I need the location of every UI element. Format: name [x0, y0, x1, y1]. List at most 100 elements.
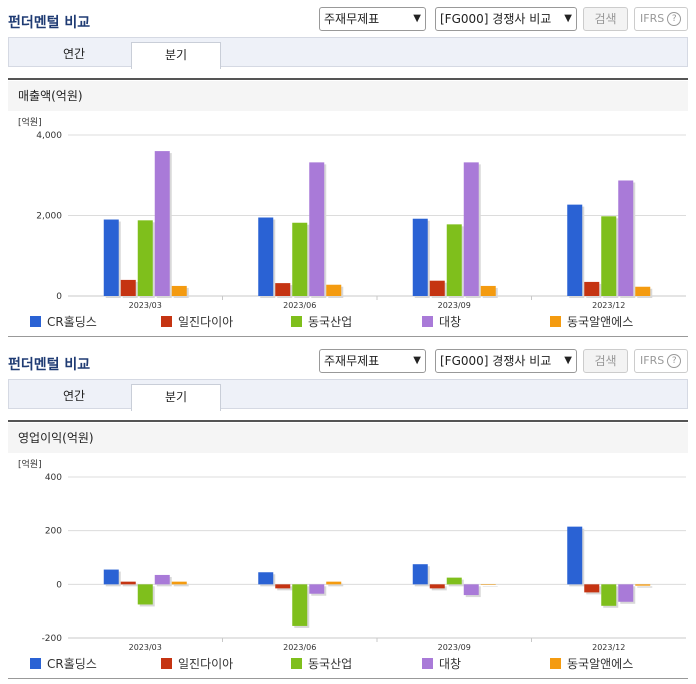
bar-shadow	[328, 583, 344, 587]
unit-label: [억원]	[18, 116, 42, 128]
legend-item-dongkuk-industries[interactable]: 동국산업	[291, 655, 352, 672]
legend-item-daechang[interactable]: 대창	[422, 313, 461, 330]
bar-shadow	[637, 586, 653, 588]
section-divider	[8, 420, 688, 422]
legend-label: 대창	[439, 657, 462, 671]
fundamental-panel-2: 펀더멘털 비교 주재무제표 ▼ [FG000] 경쟁사 비교 ▼ 검색 IFRS…	[8, 342, 688, 684]
bar-dongkuk-industries	[137, 584, 153, 605]
chevron-down-icon: ▼	[413, 355, 421, 366]
operating-profit-chart: [억원] -200 0 200 400 2023/03 2023/06 2023/09 2023…	[18, 458, 686, 652]
legend-label: 동국알앤에스	[567, 657, 634, 671]
chart-subtitle: 영업이익(억원)	[8, 423, 688, 453]
bar-dongkuk-rns	[480, 584, 496, 585]
bar-dongkuk-industries	[446, 224, 462, 296]
y-tick-label: 4,000	[36, 131, 62, 141]
search-button[interactable]: 검색	[583, 349, 628, 373]
legend-swatch	[161, 658, 172, 669]
bar-daechang	[309, 162, 325, 296]
legend-item-cr-holdings[interactable]: CR홀딩스	[30, 655, 97, 672]
legend-item-dongkuk-industries[interactable]: 동국산업	[291, 313, 352, 330]
legend-label: 대창	[439, 315, 462, 329]
legend-swatch	[550, 658, 561, 669]
bar-cr-holdings	[412, 564, 428, 585]
legend-swatch	[30, 658, 41, 669]
chevron-down-icon: ▼	[564, 355, 572, 366]
legend-label: 동국산업	[308, 315, 353, 329]
legend-swatch	[30, 316, 41, 327]
bar-daechang	[618, 584, 634, 602]
bar-daechang	[618, 180, 634, 296]
panel-title: 펀더멘털 비교	[8, 15, 91, 31]
x-tick-label: 2023/12	[592, 301, 625, 310]
unit-label: [억원]	[18, 458, 42, 470]
legend-item-dongkuk-rns[interactable]: 동국알앤에스	[550, 313, 633, 330]
help-icon: ?	[667, 12, 682, 26]
bar-dongkuk-industries	[446, 577, 462, 585]
bar-dongkuk-rns	[326, 284, 342, 296]
chart-subtitle: 매출액(억원)	[8, 81, 688, 111]
bar-shadow	[122, 583, 138, 587]
bar-dongkuk-industries	[137, 220, 153, 296]
bar-cr-holdings	[103, 569, 119, 585]
bar-daechang	[309, 584, 325, 594]
ifrs-help-button[interactable]: IFRS?	[634, 7, 688, 31]
bar-cr-holdings	[103, 219, 119, 296]
legend-label: 일진다이아	[178, 657, 234, 671]
bar-iljin-diamond	[275, 584, 291, 589]
help-icon: ?	[667, 354, 682, 368]
bar-shadow	[173, 583, 189, 587]
revenue-chart: [억원] 0 2,000 4,000 2023/03 2023/06 2023/09 2023…	[18, 116, 686, 310]
panel-title: 펀더멘털 비교	[8, 357, 91, 373]
y-tick-label: 0	[56, 292, 62, 302]
chart-legend: CR홀딩스 일진다이아 동국산업 대창 동국알앤에스	[30, 313, 690, 329]
bar-cr-holdings	[567, 204, 583, 296]
ifrs-label: IFRS	[640, 12, 665, 25]
y-tick-label: -200	[42, 634, 63, 644]
bar-iljin-diamond	[584, 281, 600, 296]
legend-label: CR홀딩스	[47, 315, 97, 329]
bar-dongkuk-rns	[171, 285, 187, 296]
bar-iljin-diamond	[584, 584, 600, 593]
comparison-select[interactable]: [FG000] 경쟁사 비교 ▼	[435, 7, 577, 31]
legend-item-dongkuk-rns[interactable]: 동국알앤에스	[550, 655, 633, 672]
tab-annual[interactable]: 연간	[62, 389, 86, 403]
bar-iljin-diamond	[429, 584, 445, 589]
period-tabs: 연간 분기	[8, 379, 688, 411]
bar-dongkuk-rns	[635, 286, 651, 296]
tab-annual[interactable]: 연간	[62, 47, 86, 61]
y-tick-label: 2,000	[36, 212, 62, 222]
y-tick-label: 0	[56, 580, 62, 590]
bar-daechang	[154, 574, 170, 585]
x-tick-label: 2023/06	[283, 643, 316, 652]
legend-swatch	[422, 316, 433, 327]
panel-bottom-rule	[8, 336, 688, 337]
legend-swatch	[291, 658, 302, 669]
tab-quarterly[interactable]: 분기	[131, 42, 221, 69]
tab-quarterly[interactable]: 분기	[131, 384, 221, 411]
legend-item-iljin-diamond[interactable]: 일진다이아	[161, 655, 233, 672]
legend-swatch	[291, 316, 302, 327]
statement-type-select[interactable]: 주재무제표 ▼	[319, 349, 426, 373]
bar-cr-holdings	[258, 572, 274, 585]
statement-type-select[interactable]: 주재무제표 ▼	[319, 7, 426, 31]
bar-cr-holdings	[258, 217, 274, 296]
chevron-down-icon: ▼	[564, 13, 572, 24]
legend-item-daechang[interactable]: 대창	[422, 655, 461, 672]
bar-iljin-diamond	[275, 283, 291, 296]
x-tick-label: 2023/12	[592, 643, 625, 652]
comparison-select[interactable]: [FG000] 경쟁사 비교 ▼	[435, 349, 577, 373]
bar-daechang	[463, 584, 479, 596]
y-tick-label: 200	[45, 527, 62, 537]
bar-cr-holdings	[567, 526, 583, 585]
comparison-value: [FG000] 경쟁사 비교	[440, 12, 552, 26]
x-tick-label: 2023/09	[438, 643, 471, 652]
legend-label: CR홀딩스	[47, 657, 97, 671]
search-button[interactable]: 검색	[583, 7, 628, 31]
ifrs-help-button[interactable]: IFRS?	[634, 349, 688, 373]
bar-dongkuk-rns	[635, 584, 651, 586]
legend-label: 일진다이아	[178, 315, 234, 329]
legend-swatch	[161, 316, 172, 327]
legend-item-cr-holdings[interactable]: CR홀딩스	[30, 313, 97, 330]
legend-item-iljin-diamond[interactable]: 일진다이아	[161, 313, 233, 330]
bar-dongkuk-rns	[326, 581, 342, 585]
